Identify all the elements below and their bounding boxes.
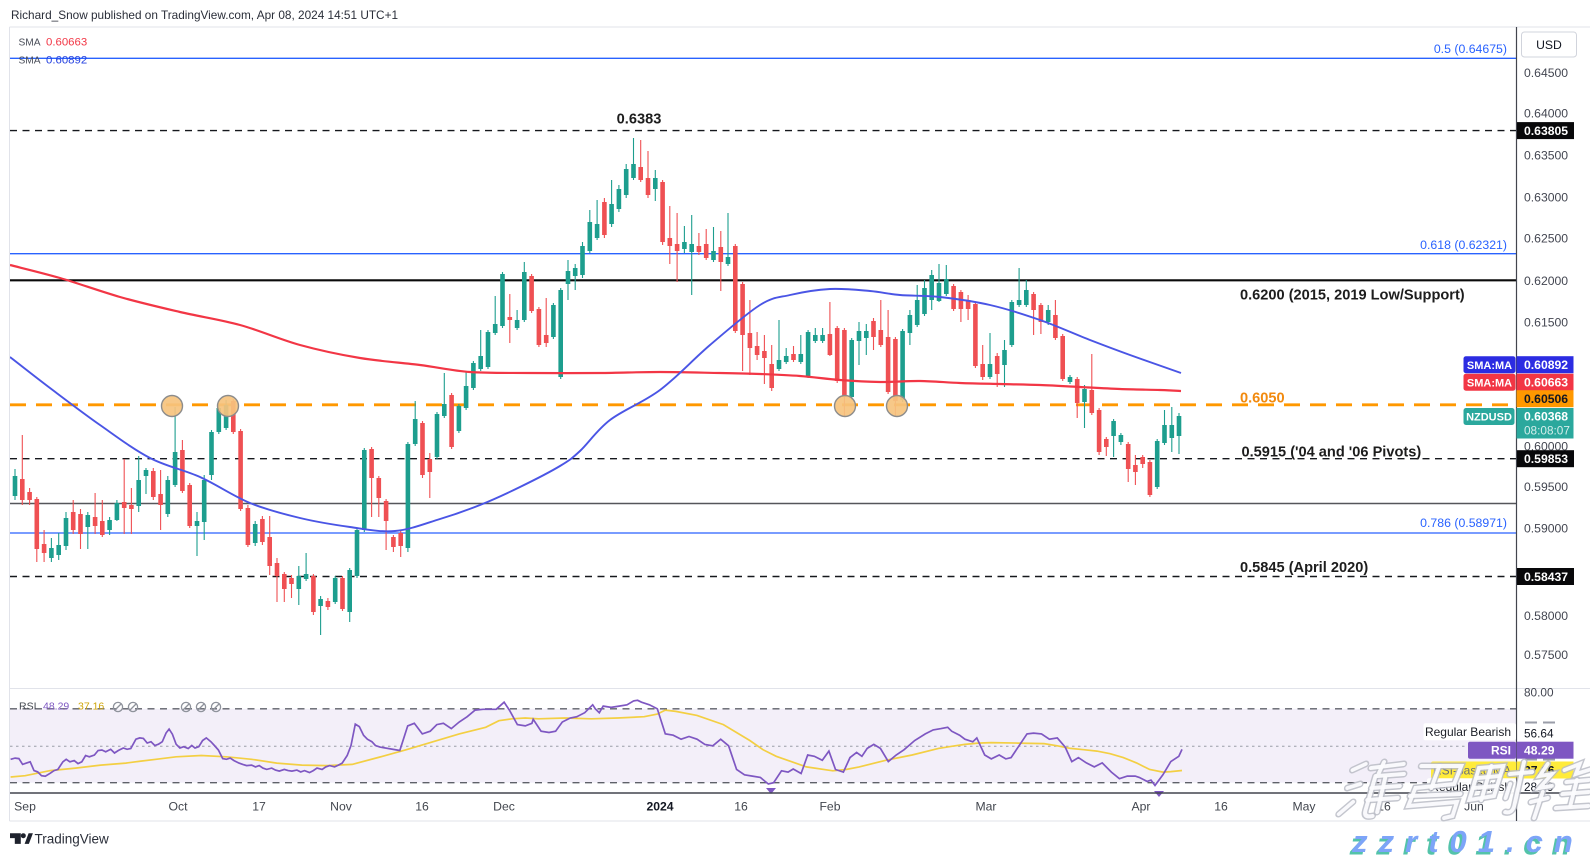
svg-text:0.61500: 0.61500 [1524,316,1568,330]
svg-text:0.60368: 0.60368 [1524,410,1568,424]
svg-text:Dec: Dec [493,800,515,814]
svg-text:0.64000: 0.64000 [1524,107,1568,121]
svg-text:2024: 2024 [646,800,673,814]
svg-text:Regular Bearish: Regular Bearish [1425,725,1511,739]
svg-text:0.60892: 0.60892 [46,54,87,66]
svg-text:0.64500: 0.64500 [1524,66,1568,80]
svg-text:zzrt01.cn: zzrt01.cn [1351,824,1584,857]
svg-text:48.29: 48.29 [43,701,69,713]
svg-text:Sep: Sep [14,800,36,814]
svg-text:Richard_Snow published on Trad: Richard_Snow published on TradingView.co… [11,8,398,22]
svg-text:08:08:07: 08:08:07 [1524,424,1570,438]
svg-text:0.60892: 0.60892 [1524,358,1568,372]
svg-text:0.58000: 0.58000 [1524,609,1568,623]
svg-text:0.62500: 0.62500 [1524,231,1568,245]
svg-text:16: 16 [734,800,748,814]
svg-text:SMA: SMA [19,38,41,49]
svg-text:0.5915 ('04 and '06 Pivots): 0.5915 ('04 and '06 Pivots) [1242,444,1422,460]
svg-text:0.6050: 0.6050 [1240,390,1285,406]
svg-text:0.63000: 0.63000 [1524,191,1568,205]
svg-text:0.57500: 0.57500 [1524,648,1568,662]
svg-text:NZDUSD: NZDUSD [1466,411,1512,423]
svg-text:USD: USD [1536,38,1562,52]
svg-text:SMA:MA: SMA:MA [1467,377,1512,389]
svg-text:0.6383: 0.6383 [617,111,662,127]
svg-text:16: 16 [1214,800,1228,814]
svg-text:RSI: RSI [19,701,37,713]
svg-text:0.58437: 0.58437 [1524,570,1568,584]
svg-text:0.5845 (April 2020): 0.5845 (April 2020) [1240,560,1368,576]
svg-text:0.6200 (2015, 2019 Low/Support: 0.6200 (2015, 2019 Low/Support) [1240,288,1465,304]
svg-text:0.59000: 0.59000 [1524,522,1568,536]
svg-text:zzrt01.cn: zzrt01.cn [1349,826,1582,857]
svg-text:May: May [1292,800,1316,814]
svg-text:0.60663: 0.60663 [1524,376,1568,390]
svg-text:0.60663: 0.60663 [46,37,87,49]
svg-text:0.59853: 0.59853 [1524,452,1568,466]
svg-text:TradingView: TradingView [35,832,110,847]
svg-text:Apr: Apr [1132,800,1151,814]
svg-text:SMA: SMA [19,55,41,66]
svg-text:Mar: Mar [976,800,997,814]
svg-text:48.29: 48.29 [1524,744,1555,758]
svg-text:0.60506: 0.60506 [1524,392,1568,406]
svg-text:17: 17 [252,800,266,814]
svg-text:Feb: Feb [819,800,840,814]
svg-text:56.64: 56.64 [1524,727,1554,741]
svg-text:0.618 (0.62321): 0.618 (0.62321) [1420,238,1507,252]
svg-text:0.5 (0.64675): 0.5 (0.64675) [1434,42,1507,56]
svg-text:Oct: Oct [169,800,189,814]
svg-text:37.16: 37.16 [78,701,104,713]
svg-text:0.63805: 0.63805 [1524,124,1568,138]
svg-text:RSI: RSI [1491,744,1511,758]
svg-text:0.786 (0.58971): 0.786 (0.58971) [1420,516,1507,530]
svg-text:0.62000: 0.62000 [1524,274,1568,288]
svg-text:0.59500: 0.59500 [1524,480,1568,494]
svg-text:Nov: Nov [330,800,353,814]
svg-text:80.00: 80.00 [1524,686,1554,700]
svg-text:SMA:MA: SMA:MA [1467,360,1512,372]
svg-text:0.63500: 0.63500 [1524,149,1568,163]
svg-text:16: 16 [415,800,429,814]
